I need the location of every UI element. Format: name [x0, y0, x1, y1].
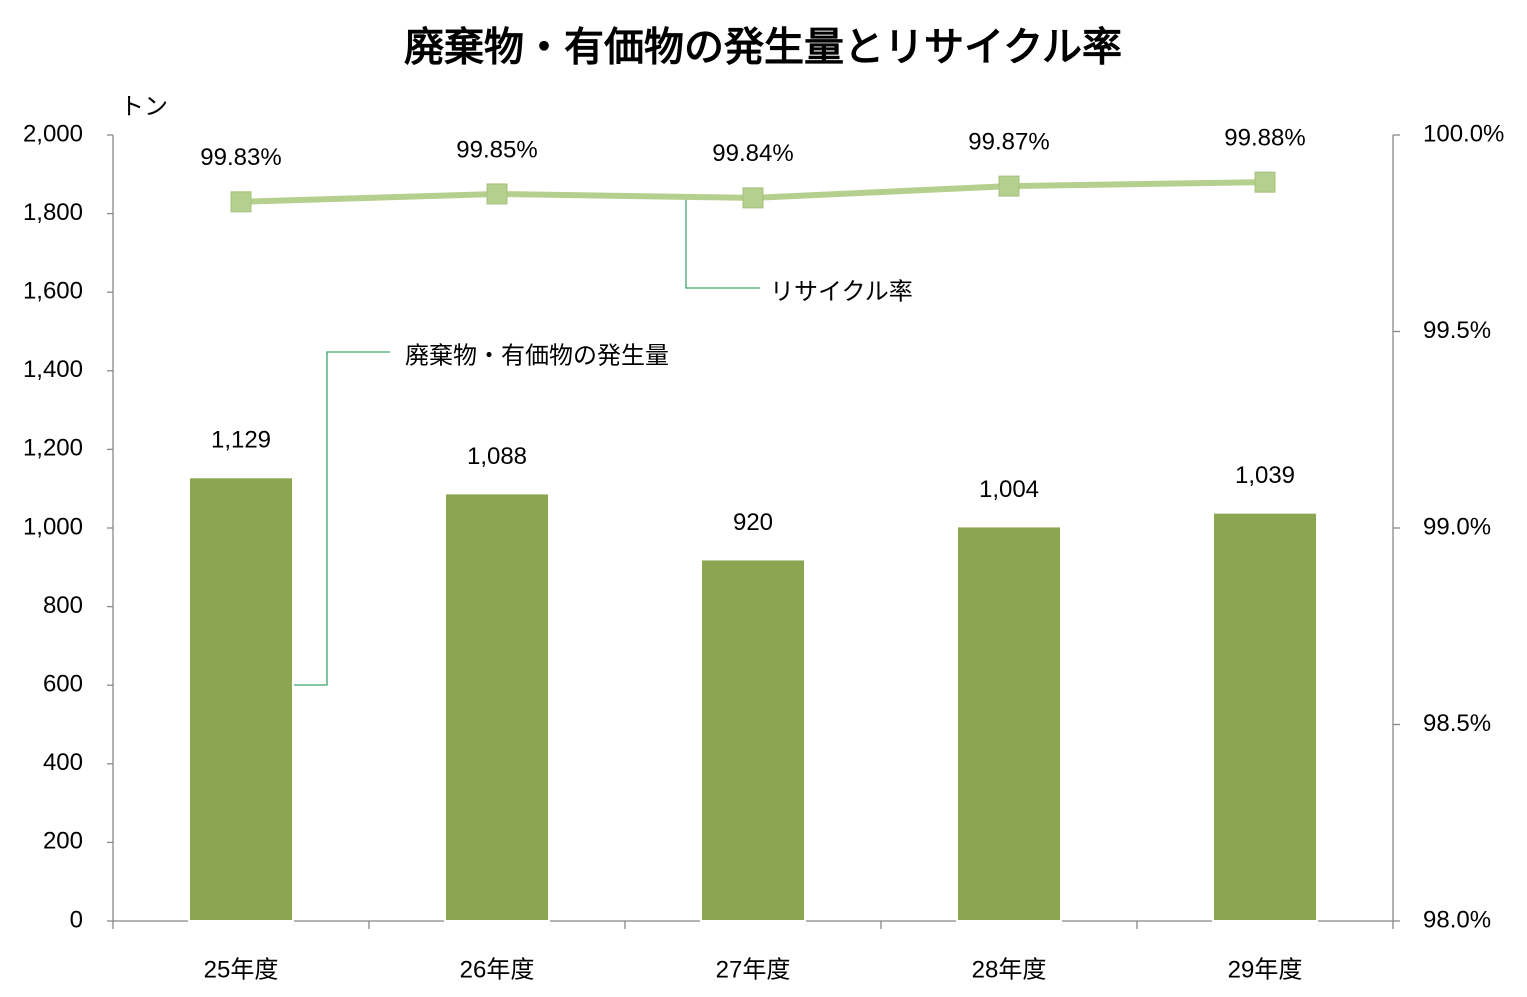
bar [1212, 511, 1318, 922]
line-value-label: 99.88% [1224, 125, 1305, 152]
y-tick-label: 1,600 [23, 278, 83, 305]
y-tick-label: 1,000 [23, 513, 83, 540]
bar-value-label: 1,088 [467, 443, 527, 470]
y2-tick-label: 99.5% [1423, 317, 1491, 344]
line-value-label: 99.84% [712, 140, 793, 167]
y-tick-label: 200 [43, 828, 83, 855]
x-tick-label: 26年度 [460, 956, 535, 983]
y-tick-label: 1,200 [23, 435, 83, 462]
chart-title: 廃棄物・有価物の発生量とリサイクル率 [404, 26, 1122, 70]
bar-value-label: 1,039 [1235, 462, 1295, 489]
bar-value-label: 920 [733, 509, 773, 536]
y-tick-label: 1,400 [23, 356, 83, 383]
y-tick-label: 800 [43, 592, 83, 619]
line-marker [1254, 171, 1276, 193]
bar [700, 558, 806, 922]
y-tick-label: 0 [70, 906, 83, 933]
bar [956, 525, 1062, 922]
y-tick-label: 1,800 [23, 199, 83, 226]
line-value-label: 99.85% [456, 136, 537, 163]
y2-tick-label: 98.5% [1423, 710, 1491, 737]
y2-tick-label: 98.0% [1423, 906, 1491, 933]
line-marker [742, 187, 764, 209]
y-tick-label: 2,000 [23, 120, 83, 147]
bar-value-label: 1,004 [979, 476, 1039, 503]
x-tick-label: 28年度 [972, 956, 1047, 983]
line-marker [998, 175, 1020, 197]
line-marker [230, 191, 252, 213]
y-tick-label: 400 [43, 749, 83, 776]
bar [188, 476, 294, 922]
y-tick-label: 600 [43, 671, 83, 698]
line-value-label: 99.87% [968, 128, 1049, 155]
bar [444, 492, 550, 922]
bar-series-label: 廃棄物・有価物の発生量 [405, 342, 669, 369]
line-leader-line [685, 197, 760, 289]
line-marker [486, 183, 508, 205]
x-tick-label: 29年度 [1228, 956, 1303, 983]
y2-tick-label: 99.0% [1423, 513, 1491, 540]
x-tick-label: 27年度 [716, 956, 791, 983]
bar-leader-line [291, 351, 390, 686]
bar-value-label: 1,129 [211, 427, 271, 454]
y-axis-label: トン [120, 93, 168, 120]
x-tick-label: 25年度 [204, 956, 279, 983]
line-value-label: 99.83% [200, 144, 281, 171]
y2-tick-label: 100.0% [1423, 120, 1504, 147]
line-series-label: リサイクル率 [770, 278, 913, 305]
